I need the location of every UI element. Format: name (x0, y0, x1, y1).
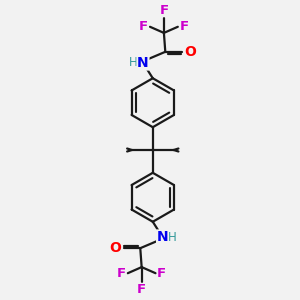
Text: F: F (159, 4, 169, 17)
Text: O: O (184, 45, 196, 59)
Text: O: O (109, 241, 121, 255)
Text: N: N (137, 56, 149, 70)
Text: H: H (129, 56, 138, 69)
Text: F: F (117, 267, 126, 280)
Text: F: F (157, 267, 167, 280)
Text: F: F (179, 20, 189, 33)
Text: F: F (137, 283, 146, 296)
Text: N: N (157, 230, 168, 244)
Text: F: F (139, 20, 148, 33)
Text: H: H (167, 231, 176, 244)
